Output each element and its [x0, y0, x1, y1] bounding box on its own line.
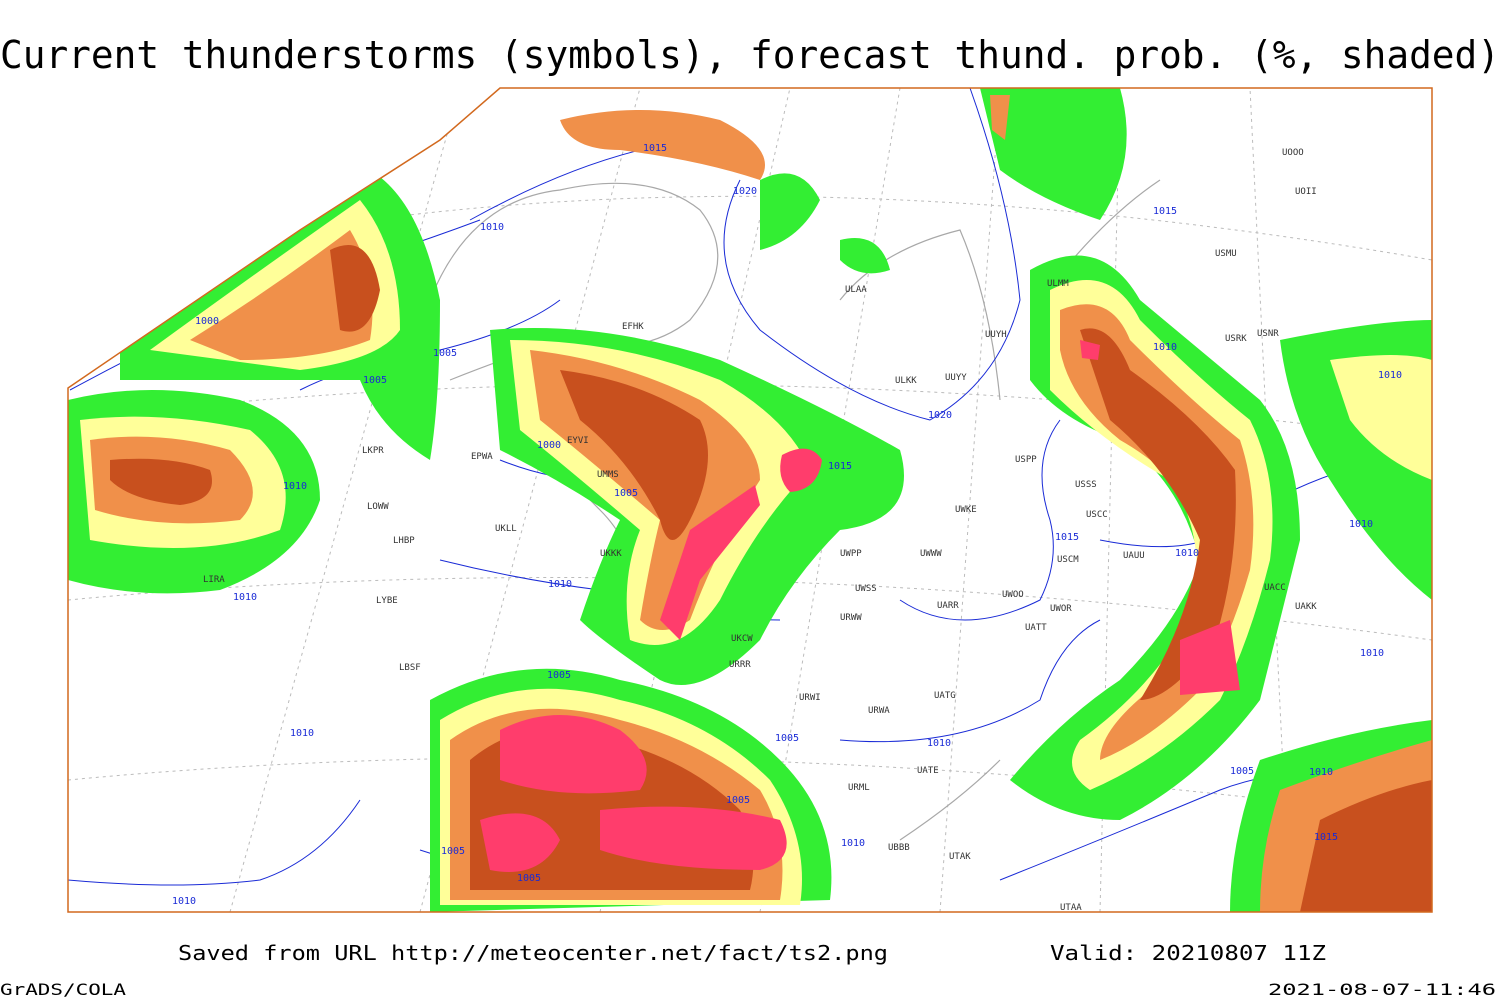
station-label: UOOO [1282, 148, 1304, 158]
station-label: LOWW [367, 502, 389, 512]
station-label: URRR [729, 660, 751, 670]
title: Current thunderstorms (symbols), forecas… [0, 33, 1500, 77]
station-label: URWW [840, 613, 862, 623]
shading [68, 88, 1432, 912]
station-label: UTAA [1060, 903, 1082, 913]
isobar-label: 1000 [195, 316, 219, 327]
map-area: ULAA ULKK UUYY UUYH EFHK EYVI UMMS EPWA … [68, 88, 1432, 913]
isobar-label: 1010 [841, 838, 865, 849]
isobar-label: 1015 [1314, 832, 1338, 843]
isobar-label: 1015 [643, 143, 667, 154]
isobar-label: 1005 [547, 670, 571, 681]
station-label: UWOR [1050, 604, 1072, 614]
station-label: USRK [1225, 334, 1247, 344]
isobar-label: 1010 [233, 592, 257, 603]
isobar-label: 1005 [433, 348, 457, 359]
isobar-label: 1005 [441, 846, 465, 857]
station-label: UMMS [597, 470, 619, 480]
station-label: EYVI [567, 436, 589, 446]
isobar-label: 1010 [1360, 648, 1384, 659]
station-label: LHBP [393, 536, 415, 546]
isobar-label: 1010 [927, 738, 951, 749]
isobar-labels: 1015 1020 1010 1000 1005 1005 1000 1005 … [172, 143, 1402, 907]
software-text: GrADS/COLA [0, 980, 126, 999]
station-label: UWKE [955, 505, 977, 515]
station-label: UTAK [949, 852, 971, 862]
station-label: USCM [1057, 555, 1079, 565]
station-label: UKKK [600, 549, 622, 559]
isobar-label: 1005 [1230, 766, 1254, 777]
station-label: URWI [799, 693, 821, 703]
source-text: Saved from URL http://meteocenter.net/fa… [178, 941, 888, 965]
station-label: UAKK [1295, 602, 1317, 612]
isobar-label: 1010 [290, 728, 314, 739]
map-frame [67, 87, 1433, 913]
isobar-label: 1010 [1153, 342, 1177, 353]
station-label: URWA [868, 706, 890, 716]
station-label: ULKK [895, 376, 917, 386]
station-label: ULMM [1047, 279, 1069, 289]
timestamp-text: 2021-08-07-11:46 [1268, 980, 1496, 999]
station-label: UARR [937, 601, 959, 611]
station-label: UKLL [495, 524, 517, 534]
map: ULAA ULKK UUYY UUYH EFHK EYVI UMMS EPWA … [67, 87, 1433, 913]
isobar-label: 1015 [1055, 532, 1079, 543]
isobar-label: 1005 [363, 375, 387, 386]
station-label: UWOO [1002, 590, 1024, 600]
station-label: UKCW [731, 634, 753, 644]
station-label: UAUU [1123, 551, 1145, 561]
station-label: URML [848, 783, 870, 793]
station-label: USCC [1086, 510, 1108, 520]
isobar-label: 1015 [1153, 206, 1177, 217]
valid-text: Valid: 20210807 11Z [1050, 941, 1326, 965]
isobar-label: 1010 [172, 896, 196, 907]
station-label: UATT [1025, 623, 1047, 633]
station-label: UBBB [888, 843, 910, 853]
station-label: USMU [1215, 249, 1237, 259]
station-label: LKPR [362, 446, 384, 456]
station-label: UUYY [945, 373, 967, 383]
isobar-label: 1010 [283, 481, 307, 492]
isobar-label: 1010 [1309, 767, 1333, 778]
isobar-label: 1010 [1378, 370, 1402, 381]
station-label: UACC [1264, 583, 1286, 593]
station-label: USPP [1015, 455, 1037, 465]
isobar-label: 1005 [775, 733, 799, 744]
station-label: LBSF [399, 663, 421, 673]
isobar-label: 1005 [726, 795, 750, 806]
station-label: UATE [917, 766, 939, 776]
station-label: EFHK [622, 322, 644, 332]
station-label: USNR [1257, 329, 1279, 339]
isobar-label: 1005 [517, 873, 541, 884]
isobar-label: 1020 [928, 410, 952, 421]
station-label: UWPP [840, 549, 862, 559]
isobar-label: 1010 [548, 579, 572, 590]
isobar-label: 1005 [614, 488, 638, 499]
isobar-label: 1010 [1175, 548, 1199, 559]
station-label: LYBE [376, 596, 398, 606]
isobar-label: 1015 [828, 461, 852, 472]
isobar-label: 1010 [1349, 519, 1373, 530]
station-label: UWWW [920, 549, 942, 559]
station-label: EPWA [471, 452, 493, 462]
isobar-label: 1010 [480, 222, 504, 233]
station-label: UOII [1295, 187, 1317, 197]
station-labels: ULAA ULKK UUYY UUYH EFHK EYVI UMMS EPWA … [203, 148, 1317, 913]
station-label: UATG [934, 691, 956, 701]
station-label: LIRA [203, 575, 225, 585]
station-label: UWSS [855, 584, 877, 594]
station-label: ULAA [845, 285, 867, 295]
isobar-label: 1020 [733, 186, 757, 197]
station-label: USSS [1075, 480, 1097, 490]
station-label: UUYH [985, 330, 1007, 340]
isobar-label: 1000 [537, 440, 561, 451]
